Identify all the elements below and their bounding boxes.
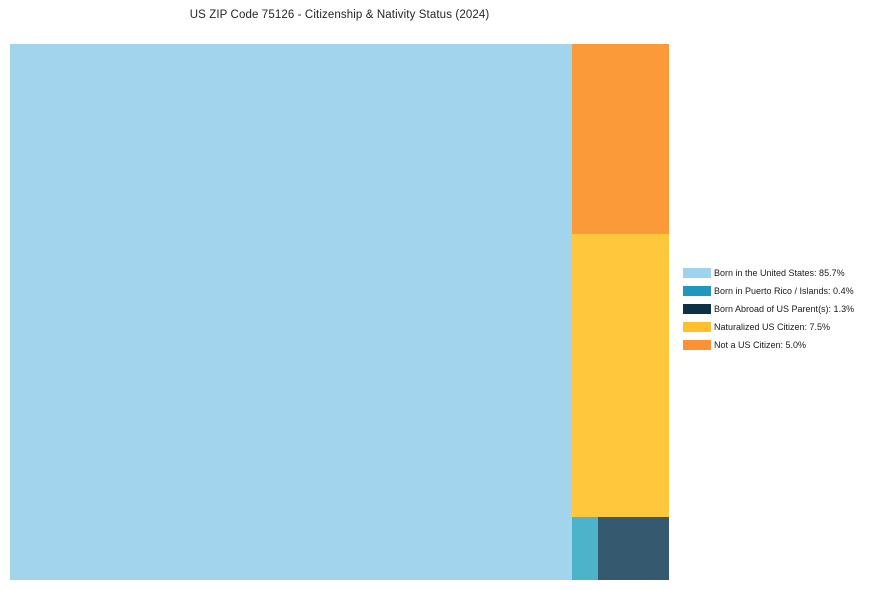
legend-item-label: Born in Puerto Rico / Islands: 0.4% xyxy=(714,285,854,296)
treemap-tile[interactable] xyxy=(571,517,598,580)
legend-swatch-icon xyxy=(683,322,711,332)
treemap-plot-area xyxy=(10,44,669,580)
legend-item[interactable]: Naturalized US Citizen: 7.5% xyxy=(683,318,854,336)
treemap-tile[interactable] xyxy=(571,234,669,517)
legend-item[interactable]: Born in the United States: 85.7% xyxy=(683,264,854,282)
legend-swatch-icon xyxy=(683,340,711,350)
chart-legend: Born in the United States: 85.7% Born in … xyxy=(683,264,854,354)
treemap-tile[interactable] xyxy=(598,517,669,580)
legend-swatch-icon xyxy=(683,268,711,278)
chart-title: US ZIP Code 75126 - Citizenship & Nativi… xyxy=(189,9,490,21)
treemap-tile[interactable] xyxy=(10,44,572,580)
legend-item[interactable]: Born Abroad of US Parent(s): 1.3% xyxy=(683,300,854,318)
treemap-tile[interactable] xyxy=(571,44,669,234)
legend-item-label: Born in the United States: 85.7% xyxy=(714,267,845,278)
legend-item[interactable]: Born in Puerto Rico / Islands: 0.4% xyxy=(683,282,854,300)
legend-item-label: Not a US Citizen: 5.0% xyxy=(714,339,807,350)
legend-swatch-icon xyxy=(683,286,711,296)
legend-item-label: Born Abroad of US Parent(s): 1.3% xyxy=(714,303,855,314)
legend-item[interactable]: Not a US Citizen: 5.0% xyxy=(683,336,854,354)
legend-item-label: Naturalized US Citizen: 7.5% xyxy=(714,321,831,332)
legend-swatch-icon xyxy=(683,304,711,314)
